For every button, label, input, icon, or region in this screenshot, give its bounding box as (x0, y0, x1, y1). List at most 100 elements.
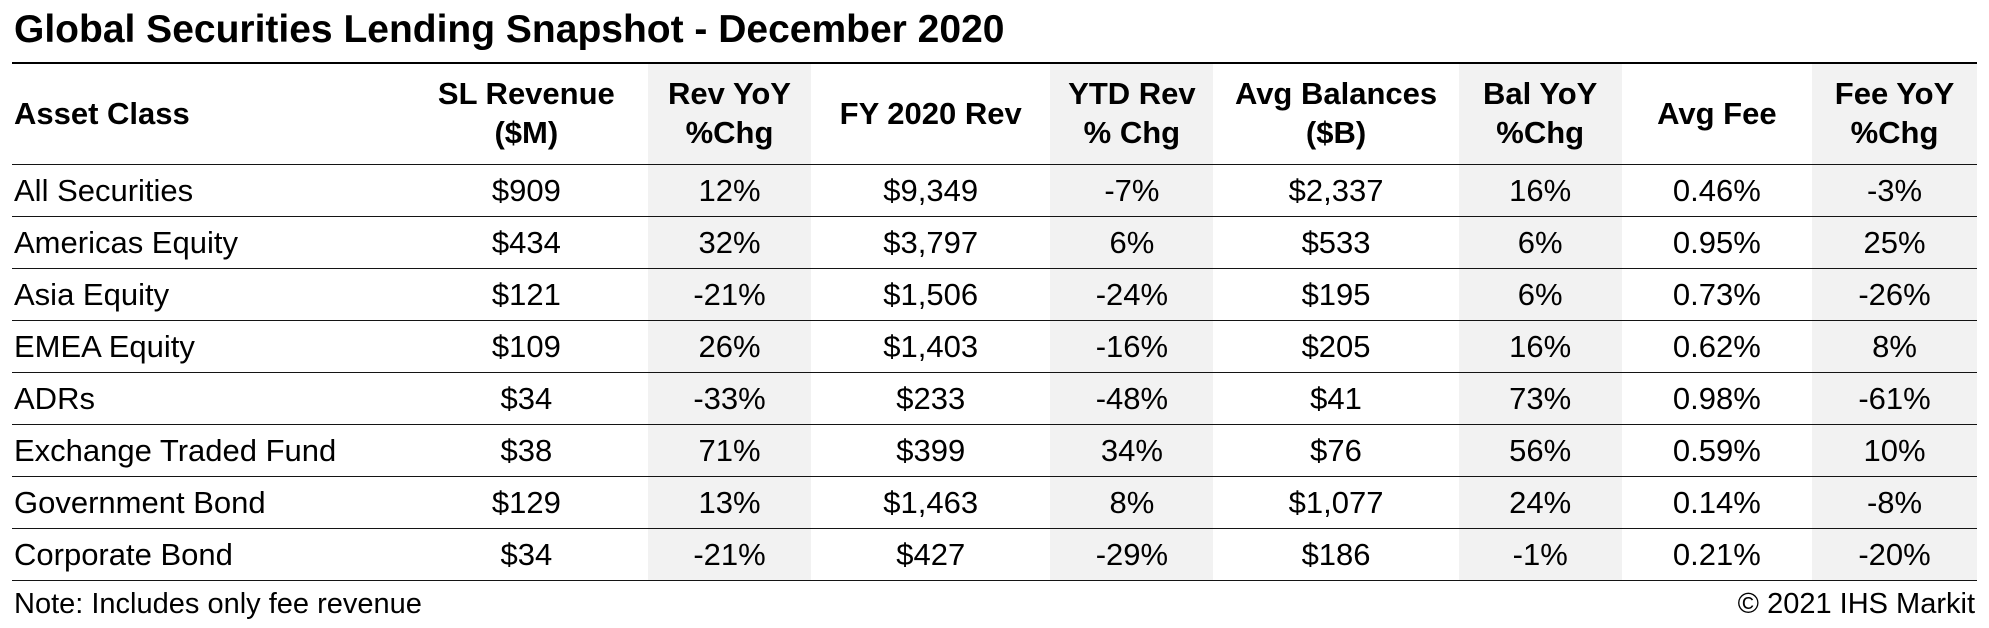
value-cell-avg-fee: 0.46% (1621, 164, 1813, 217)
value-cell-fee-yoy: -20% (1812, 528, 1977, 581)
footer-copyright: © 2021 IHS Markit (1737, 588, 1975, 620)
value-cell-avg-fee: 0.14% (1621, 476, 1813, 529)
table-row: Asia Equity $121 -21% $1,506 -24% $195 6% 0.73%… (12, 268, 1977, 321)
value-cell-rev-yoy: 13% (648, 476, 811, 529)
table-body: All Securities $909 12% $9,349 -7% $2,337 16% 0… (12, 164, 1977, 581)
value-cell-bal-yoy: 16% (1458, 320, 1622, 373)
table-header: Asset Class SL Revenue ($M) Rev YoY %Chg FY 2… (12, 64, 1977, 165)
securities-lending-table: Asset Class SL Revenue ($M) Rev YoY %Chg FY 2… (12, 64, 1977, 581)
page-title: Global Securities Lending Snapshot - Dec… (12, 4, 1977, 64)
value-cell-fee-yoy: 25% (1812, 216, 1977, 269)
column-header-line2: ($B) (1305, 115, 1367, 150)
value-cell-sl-revenue: $34 (404, 528, 649, 581)
column-header-ytd-rev: YTD Rev% Chg (1050, 64, 1214, 165)
column-header-rev-yoy: Rev YoY %Chg (648, 64, 811, 165)
column-header-sl-revenue: SL Revenue ($M) (404, 64, 649, 165)
table-row: ADRs $34 -33% $233 -48% $41 73% 0.98% -61% (12, 372, 1977, 425)
value-cell-sl-revenue: $909 (404, 164, 649, 217)
value-cell-ytd-rev: -16% (1050, 320, 1214, 373)
value-cell-sl-revenue: $38 (404, 424, 649, 477)
value-cell-avg-fee: 0.59% (1621, 424, 1813, 477)
value-cell-rev-yoy: 71% (648, 424, 811, 477)
value-cell-rev-yoy: -33% (648, 372, 811, 425)
value-cell-bal-yoy: 24% (1458, 476, 1622, 529)
value-cell-fee-yoy: -61% (1812, 372, 1977, 425)
value-cell-fy-2020-rev: $1,463 (810, 476, 1051, 529)
footer: Note: Includes only fee revenue © 2021 I… (12, 581, 1977, 628)
table-row: All Securities $909 12% $9,349 -7% $2,337 16% 0… (12, 164, 1977, 217)
value-cell-ytd-rev: -48% (1050, 372, 1214, 425)
table-row: Government Bond $129 13% $1,463 8% $1,077 24% 0… (12, 476, 1977, 529)
column-header-line2: %Chg (1850, 115, 1939, 150)
asset-class-cell: Americas Equity (12, 216, 405, 269)
value-cell-bal-yoy: 6% (1458, 268, 1622, 321)
value-cell-avg-fee: 0.73% (1621, 268, 1813, 321)
value-cell-sl-revenue: $434 (404, 216, 649, 269)
value-cell-bal-yoy: 73% (1458, 372, 1622, 425)
value-cell-ytd-rev: 8% (1050, 476, 1214, 529)
value-cell-fee-yoy: -8% (1812, 476, 1977, 529)
table-row: Exchange Traded Fund $38 71% $399 34% $76 56% 0… (12, 424, 1977, 477)
asset-class-cell: Corporate Bond (12, 528, 405, 581)
column-header-fee-yoy: Fee YoY %Chg (1812, 64, 1977, 165)
column-header-line1: Avg Balances (1234, 76, 1438, 112)
value-cell-ytd-rev: 34% (1050, 424, 1214, 477)
column-header-line1: Rev YoY (668, 76, 791, 112)
value-cell-rev-yoy: 26% (648, 320, 811, 373)
value-cell-rev-yoy: 32% (648, 216, 811, 269)
value-cell-rev-yoy: 12% (648, 164, 811, 217)
value-cell-avg-balances: $533 (1213, 216, 1459, 269)
value-cell-ytd-rev: -7% (1050, 164, 1214, 217)
value-cell-avg-fee: 0.98% (1621, 372, 1813, 425)
table-row: Americas Equity $434 32% $3,797 6% $533 6% 0.95… (12, 216, 1977, 269)
value-cell-avg-balances: $2,337 (1213, 164, 1459, 217)
column-header-line1: Bal YoY (1483, 76, 1598, 112)
column-header-fy-2020-rev: FY 2020 Rev (810, 64, 1051, 165)
value-cell-sl-revenue: $109 (404, 320, 649, 373)
value-cell-fy-2020-rev: $1,403 (810, 320, 1051, 373)
column-header-avg-balances: Avg Balances ($B) (1213, 64, 1459, 165)
value-cell-sl-revenue: $34 (404, 372, 649, 425)
value-cell-avg-fee: 0.95% (1621, 216, 1813, 269)
column-header-line1: Avg Fee (1657, 95, 1777, 131)
column-header-asset-class: Asset Class (12, 64, 405, 165)
value-cell-fy-2020-rev: $233 (810, 372, 1051, 425)
asset-class-cell: EMEA Equity (12, 320, 405, 373)
footer-note: Note: Includes only fee revenue (14, 588, 422, 620)
value-cell-avg-balances: $76 (1213, 424, 1459, 477)
value-cell-avg-balances: $205 (1213, 320, 1459, 373)
column-header-line2: %Chg (685, 115, 774, 150)
value-cell-avg-fee: 0.62% (1621, 320, 1813, 373)
value-cell-bal-yoy: -1% (1458, 528, 1622, 581)
value-cell-fee-yoy: -3% (1812, 164, 1977, 217)
table-row: EMEA Equity $109 26% $1,403 -16% $205 16% 0.62%… (12, 320, 1977, 373)
header-row: Asset Class SL Revenue ($M) Rev YoY %Chg FY 2… (12, 64, 1977, 165)
value-cell-fy-2020-rev: $9,349 (810, 164, 1051, 217)
value-cell-bal-yoy: 6% (1458, 216, 1622, 269)
column-header-line1: Fee YoY (1834, 76, 1955, 112)
column-header-line1: SL Revenue (437, 76, 615, 112)
value-cell-avg-balances: $41 (1213, 372, 1459, 425)
value-cell-bal-yoy: 16% (1458, 164, 1622, 217)
column-header-line2: %Chg (1496, 115, 1585, 150)
column-header-line1: Asset Class (14, 95, 190, 131)
asset-class-cell: Exchange Traded Fund (12, 424, 405, 477)
value-cell-avg-fee: 0.21% (1621, 528, 1813, 581)
value-cell-ytd-rev: -24% (1050, 268, 1214, 321)
value-cell-fee-yoy: -26% (1812, 268, 1977, 321)
value-cell-fee-yoy: 10% (1812, 424, 1977, 477)
asset-class-cell: Government Bond (12, 476, 405, 529)
value-cell-ytd-rev: -29% (1050, 528, 1214, 581)
column-header-bal-yoy: Bal YoY %Chg (1458, 64, 1622, 165)
value-cell-fy-2020-rev: $399 (810, 424, 1051, 477)
table-row: Corporate Bond $34 -21% $427 -29% $186 -1% 0.21… (12, 528, 1977, 581)
value-cell-ytd-rev: 6% (1050, 216, 1214, 269)
column-header-line2: % Chg (1083, 115, 1181, 150)
value-cell-bal-yoy: 56% (1458, 424, 1622, 477)
value-cell-avg-balances: $1,077 (1213, 476, 1459, 529)
value-cell-sl-revenue: $121 (404, 268, 649, 321)
value-cell-fee-yoy: 8% (1812, 320, 1977, 373)
value-cell-rev-yoy: -21% (648, 268, 811, 321)
column-header-line1: FY 2020 Rev (839, 95, 1022, 131)
